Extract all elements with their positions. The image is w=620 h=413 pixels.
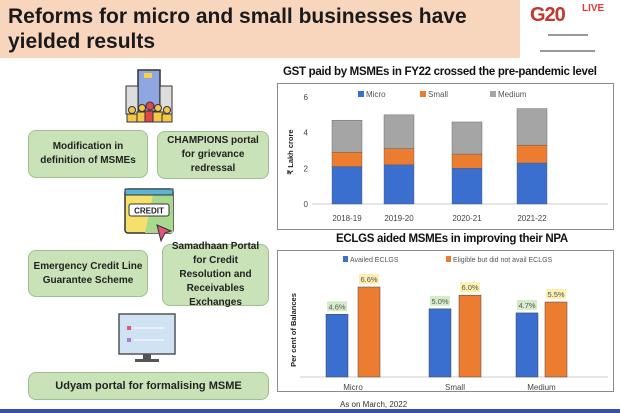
x-tick-label: 2020-21 xyxy=(452,214,482,223)
data-label-bg xyxy=(359,274,379,284)
computer-monitor-icon xyxy=(118,313,176,362)
legend-swatch-medium xyxy=(490,91,496,97)
credit-card-cursor-icon: CREDIT xyxy=(124,188,174,243)
data-label-bg xyxy=(517,299,537,310)
y-tick-label: 4 xyxy=(304,129,309,138)
live-badge: LIVE xyxy=(582,3,605,14)
bar-micro-2019-20 xyxy=(383,164,415,205)
bar-micro-0 xyxy=(325,314,349,378)
bar-medium-2020-21 xyxy=(451,121,483,155)
x-tick-label: Micro xyxy=(343,383,363,392)
y-tick-label: 2 xyxy=(304,164,309,173)
bar-micro-2018-19 xyxy=(331,166,363,205)
bar-small-1 xyxy=(458,294,482,378)
bar-micro-1 xyxy=(357,286,381,378)
g20-logo-text: G20 xyxy=(530,4,566,26)
chart-note: As on March, 2022 xyxy=(340,400,408,409)
logo-tagline xyxy=(548,34,588,36)
legend-label: Availed ECLGS xyxy=(350,257,399,264)
legend-swatch xyxy=(446,256,451,262)
data-label: 4.6% xyxy=(328,302,345,311)
bar-medium-1 xyxy=(544,301,568,378)
data-label-bg xyxy=(430,295,450,306)
legend-swatch xyxy=(343,256,348,262)
bar-medium-0 xyxy=(515,312,539,378)
bar-medium-2018-19 xyxy=(331,119,363,153)
data-label: 6.0% xyxy=(461,283,478,292)
y-tick-label: 0 xyxy=(304,200,309,209)
bar-small-0 xyxy=(428,308,452,378)
data-label: 4.7% xyxy=(518,301,535,310)
credit-label: CREDIT xyxy=(134,207,164,216)
bar-medium-2019-20 xyxy=(383,114,415,149)
data-label-bg xyxy=(327,301,347,312)
legend-label: Micro xyxy=(366,90,386,99)
item-udyam-portal: Udyam portal for formalising MSME xyxy=(28,372,269,400)
legend-swatch-small xyxy=(420,91,426,97)
data-label-bg xyxy=(460,282,480,293)
slide-title: Reforms for micro and small businesses h… xyxy=(8,5,467,53)
bar-medium-2021-22 xyxy=(516,108,548,146)
x-tick-label: Small xyxy=(445,383,465,392)
chart2-title: ECLGS aided MSMEs in improving their NPA xyxy=(336,233,568,245)
legend-label: Small xyxy=(428,90,448,99)
logo-subtext xyxy=(540,50,595,52)
bottom-bar xyxy=(0,409,620,413)
item-samadhaan-portal: Samadhaan Portal for Credit Resolution a… xyxy=(162,241,269,308)
data-label: 5.5% xyxy=(547,290,564,299)
data-label-bg xyxy=(546,289,566,299)
item-emergency-credit: Emergency Credit Line Guarantee Scheme xyxy=(28,250,148,297)
x-tick-label: Medium xyxy=(527,383,556,392)
buildings-people-icon xyxy=(125,69,173,123)
item-modification-msme: Modification in definition of MSMEs xyxy=(28,130,148,178)
x-tick-label: 2021-22 xyxy=(517,214,547,223)
g20-logo: G20 LIVE xyxy=(522,0,620,58)
header-band: Reforms for micro and small businesses h… xyxy=(0,0,520,58)
legend-label: Eligible but did not avail ECLGS xyxy=(453,257,553,264)
chart1-title: GST paid by MSMEs in FY22 crossed the pr… xyxy=(283,66,597,78)
legend-label: Medium xyxy=(498,90,527,99)
bar-micro-2020-21 xyxy=(451,168,483,205)
data-label: 5.0% xyxy=(431,297,448,306)
data-label: 6.6% xyxy=(360,275,377,284)
y-axis-label: Per cent of Balances xyxy=(289,293,298,367)
y-axis-label: ₹ Lakh crore xyxy=(286,129,295,174)
item-champions-portal: CHAMPIONS portal for grievance redressal xyxy=(157,131,269,179)
y-tick-label: 6 xyxy=(304,93,309,102)
legend-swatch-micro xyxy=(358,91,364,97)
x-tick-label: 2019-20 xyxy=(384,214,414,223)
x-tick-label: 2018-19 xyxy=(332,214,362,223)
